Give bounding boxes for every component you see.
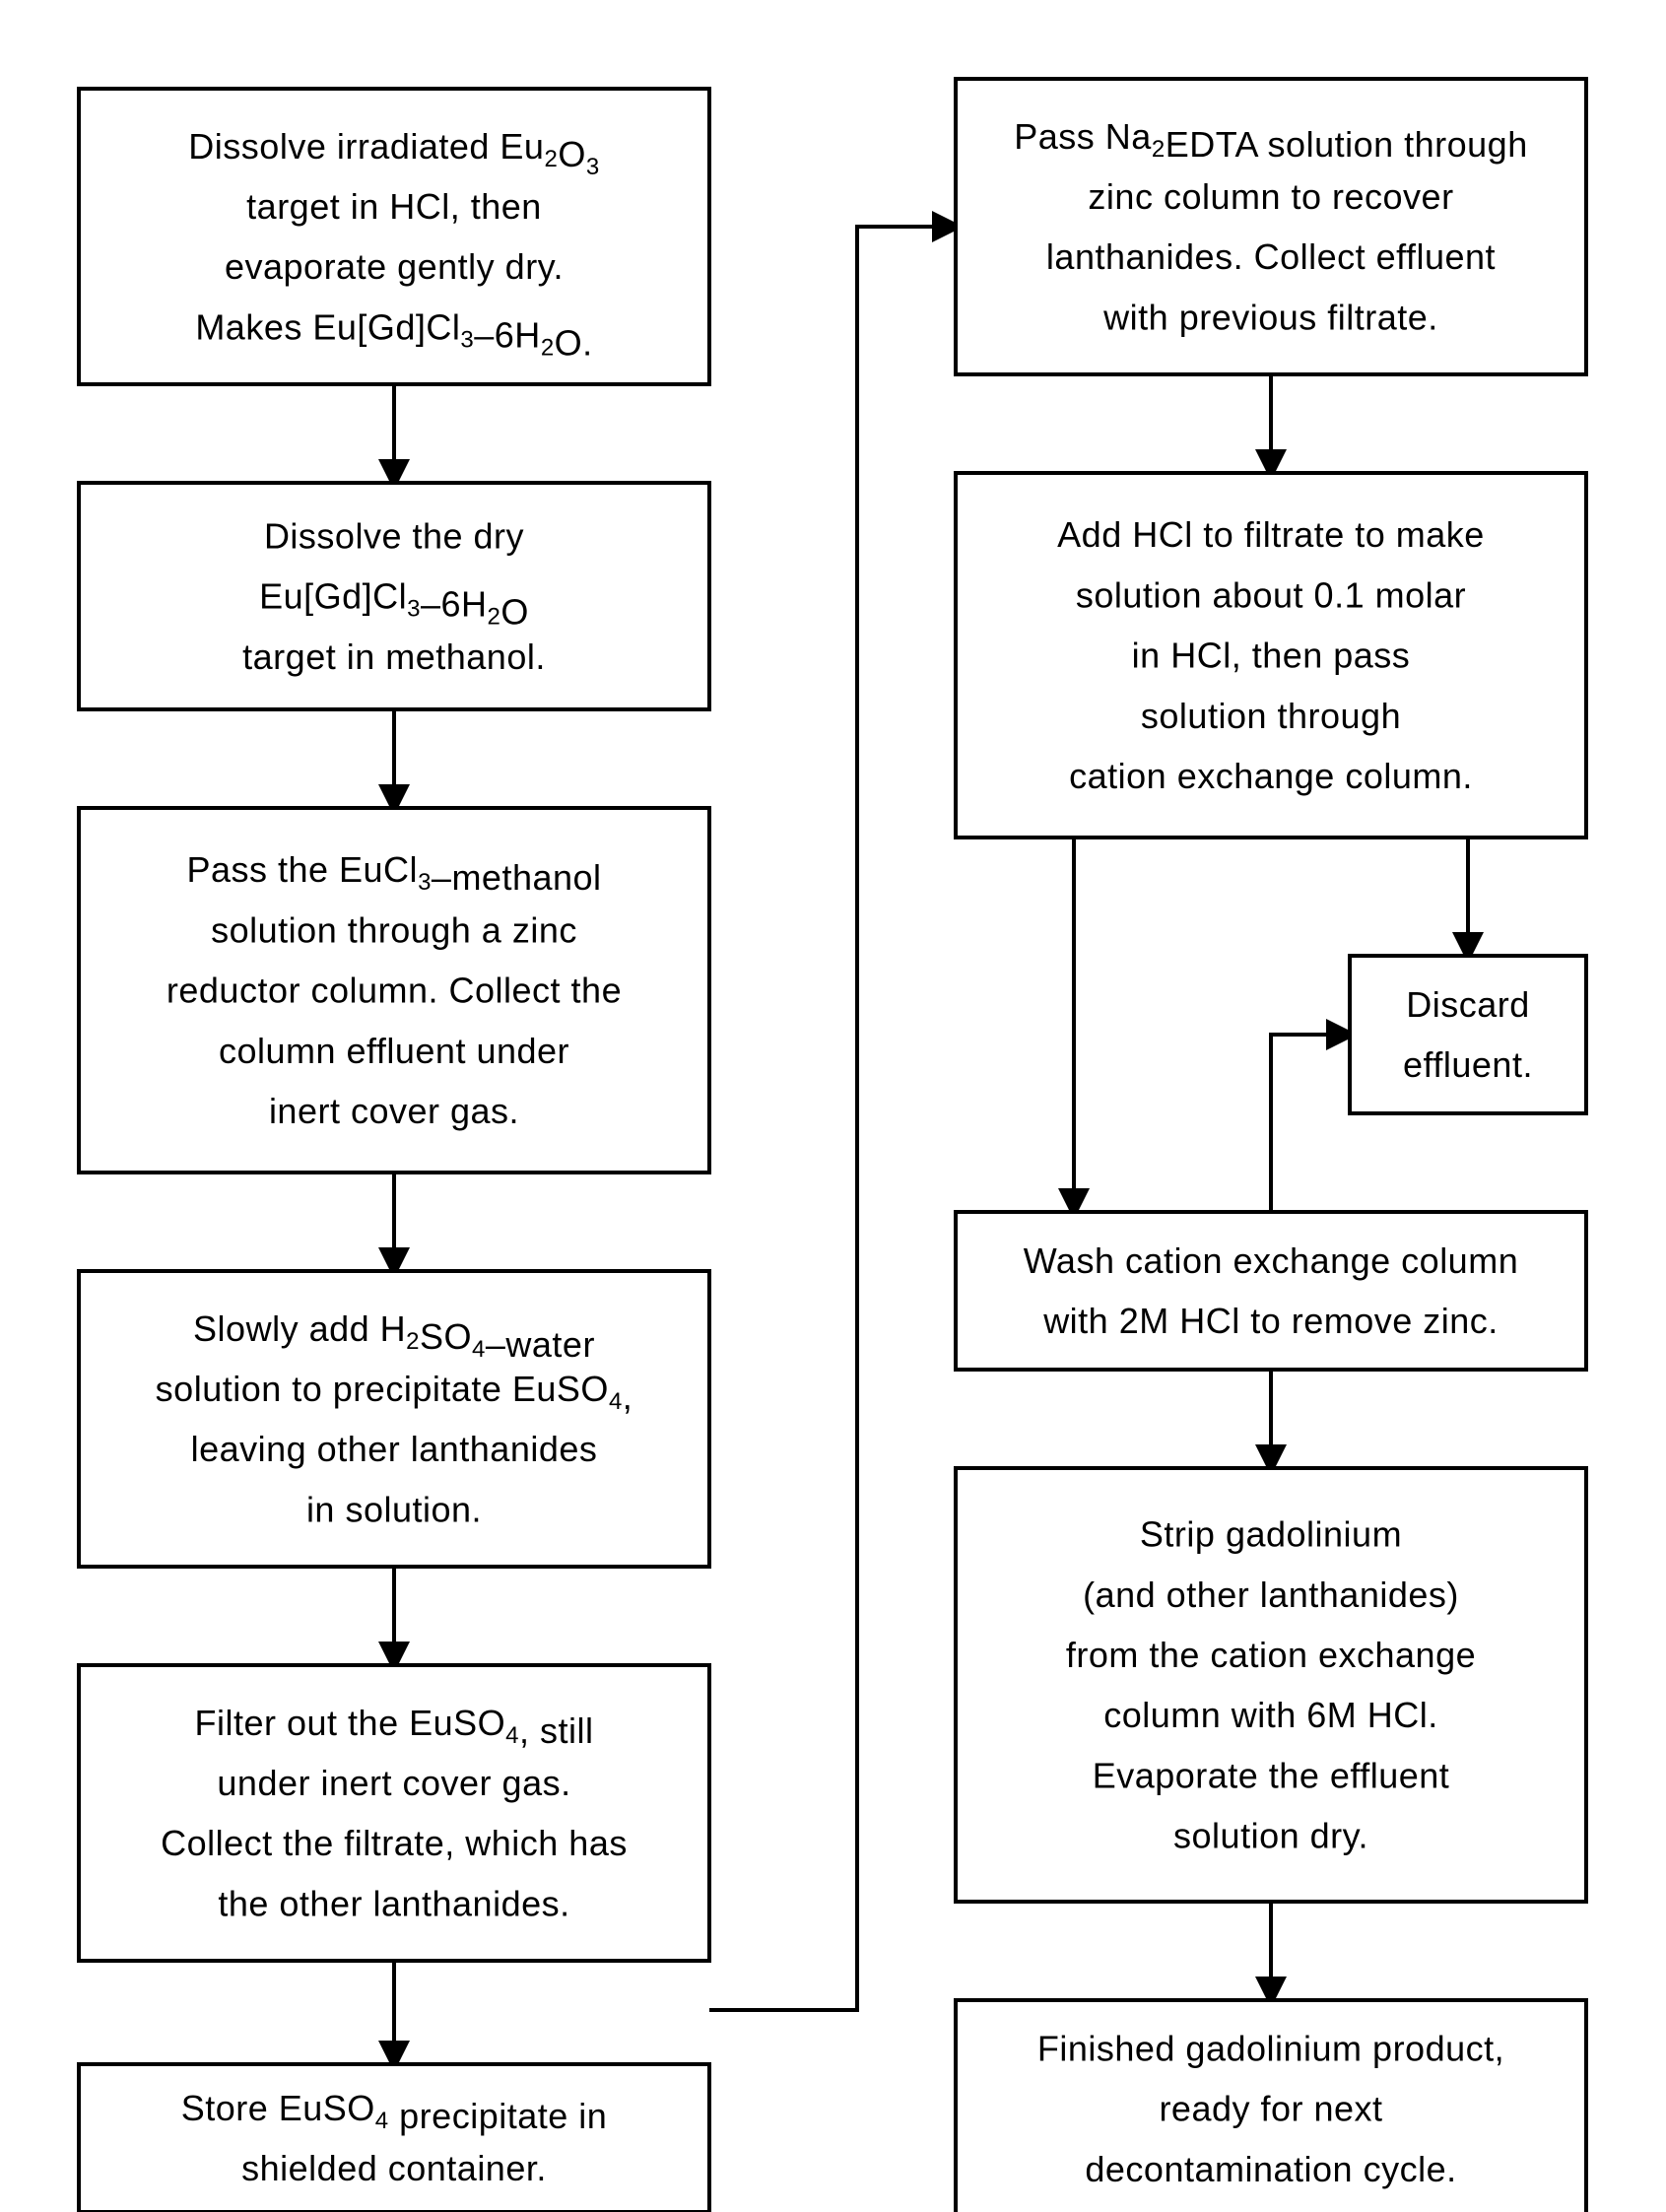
node-n2-line-2: target in methanol. <box>242 637 546 677</box>
node-n5: Filter out the EuSO4, stillunder inert c… <box>79 1665 709 1961</box>
node-n4: Slowly add H2SO4–watersolution to precip… <box>79 1271 709 1567</box>
node-n6: Store EuSO4 precipitate inshielded conta… <box>79 2064 709 2212</box>
nodes-layer: Dissolve irradiated Eu2O3target in HCl, … <box>79 79 1586 2212</box>
node-n9: Discard effluent. <box>1350 956 1586 1113</box>
node-n3-line-1: solution through a zinc <box>211 909 577 950</box>
node-n2: Dissolve the dryEu[Gd]Cl3–6H2Otarget in … <box>79 483 709 709</box>
node-box-n9 <box>1350 956 1586 1113</box>
node-n9-line-0: Discard <box>1406 984 1530 1025</box>
node-n7-line-1: zinc column to recover <box>1088 176 1453 217</box>
flowchart-diagram: Dissolve irradiated Eu2O3target in HCl, … <box>0 0 1666 2212</box>
node-n11-line-1: (and other lanthanides) <box>1083 1575 1459 1615</box>
node-box-n6 <box>79 2064 709 2212</box>
node-n10-line-0: Wash cation exchange column <box>1024 1240 1518 1281</box>
node-n6-line-1: shielded container. <box>241 2148 547 2188</box>
node-n11-line-0: Strip gadolinium <box>1140 1514 1402 1555</box>
node-n12-line-1: ready for next <box>1159 2089 1382 2129</box>
node-n7: Pass Na2EDTA solution throughzinc column… <box>956 79 1586 374</box>
node-n7-line-3: with previous filtrate. <box>1102 297 1438 337</box>
node-n8-line-2: in HCl, then pass <box>1132 636 1411 676</box>
node-n5-line-3: the other lanthanides. <box>218 1883 569 1923</box>
node-box-n10 <box>956 1212 1586 1370</box>
node-n12-line-0: Finished gadolinium product, <box>1037 2028 1504 2068</box>
node-n2-line-0: Dissolve the dry <box>264 515 524 556</box>
node-n5-line-1: under inert cover gas. <box>217 1763 570 1803</box>
node-n7-line-2: lanthanides. Collect effluent <box>1046 236 1496 277</box>
node-n11: Strip gadolinium (and other lanthanides) f… <box>956 1468 1586 1902</box>
node-n8-line-3: solution through <box>1141 696 1401 736</box>
node-n11-line-4: Evaporate the effluent <box>1093 1755 1450 1795</box>
node-n11-line-3: column with 6M HCl. <box>1103 1695 1438 1735</box>
node-n8-line-1: solution about 0.1 molar <box>1076 574 1466 615</box>
node-n1: Dissolve irradiated Eu2O3target in HCl, … <box>79 89 709 384</box>
node-n3-line-4: inert cover gas. <box>269 1091 519 1131</box>
node-n4-line-3: in solution. <box>306 1489 482 1529</box>
node-n5-line-2: Collect the filtrate, which has <box>161 1823 628 1863</box>
node-n1-line-2: evaporate gently dry. <box>225 246 564 287</box>
node-n8: Add HCl to filtrate to make solution abou… <box>956 473 1586 838</box>
edge-n10-n9 <box>1271 1035 1350 1212</box>
node-n8-line-0: Add HCl to filtrate to make <box>1057 514 1485 555</box>
node-n12: Finished gadolinium product, ready for ne… <box>956 2000 1586 2212</box>
edge-n5-n7 <box>709 227 956 2010</box>
node-n11-line-2: from the cation exchange <box>1066 1635 1476 1675</box>
node-n11-line-5: solution dry. <box>1173 1816 1368 1856</box>
node-n9-line-1: effluent. <box>1403 1044 1533 1085</box>
node-n3-line-3: column effluent under <box>219 1031 569 1071</box>
node-n3: Pass the EuCl3–methanolsolution through … <box>79 808 709 1173</box>
node-n1-line-1: target in HCl, then <box>246 186 542 227</box>
node-n4-line-2: leaving other lanthanides <box>191 1429 598 1469</box>
node-n8-line-4: cation exchange column. <box>1069 756 1473 796</box>
node-n10: Wash cation exchange column with 2M HCl t… <box>956 1212 1586 1370</box>
node-n3-line-2: reductor column. Collect the <box>167 971 622 1011</box>
node-n12-line-2: decontamination cycle. <box>1085 2149 1456 2189</box>
node-n10-line-1: with 2M HCl to remove zinc. <box>1042 1301 1499 1341</box>
